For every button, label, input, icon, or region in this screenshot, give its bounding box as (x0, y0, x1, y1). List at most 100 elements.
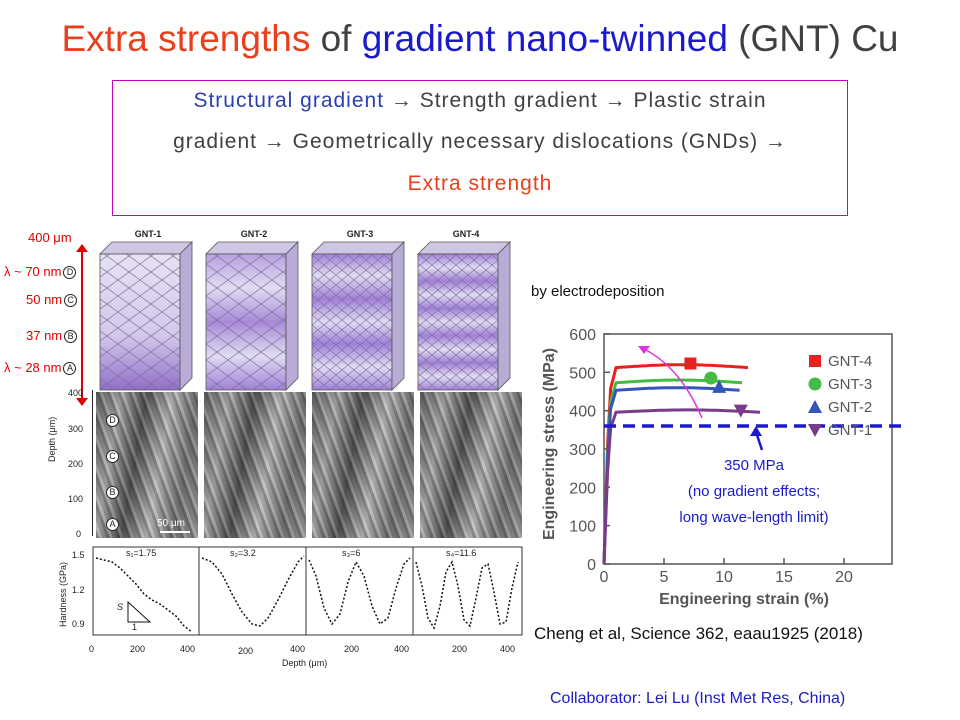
legend-marker-gnt-3 (808, 377, 822, 391)
hardness-xtick-p1-400: 400 (180, 644, 196, 654)
title-part-gnt: gradient nano-twinned (361, 18, 728, 59)
depth-tick-100: 100 (68, 494, 84, 504)
depth-tick-0: 0 (76, 529, 82, 539)
y-tick-label-100: 100 (569, 519, 596, 536)
hardness-tick-1-2: 1.2 (72, 585, 85, 595)
column-title-gnt-4: GNT-4 (452, 229, 480, 239)
arrow-up-icon (76, 244, 88, 252)
micro-marker-d: D (104, 412, 119, 430)
block-gnt-2 (205, 241, 299, 391)
structure-schematics (99, 241, 511, 391)
structural-gradient-text: Structural gradient (193, 89, 385, 112)
slope-triangle (127, 600, 152, 623)
hardness-xtick-p2-400: 400 (290, 644, 306, 654)
method-text: by electrodeposition (531, 283, 665, 300)
hardness-axis-label: Hardness (GPa) (58, 561, 68, 627)
depth-tick-400: 400 (68, 388, 84, 398)
chart-y-axis-label: Engineering stress (MPa) (541, 348, 558, 540)
hardness-curve-1 (95, 557, 193, 633)
title-part-extra-strengths: Extra strengths (61, 18, 311, 59)
legend-label-gnt-4: GNT-4 (828, 353, 872, 370)
hardness-curve-2 (201, 555, 305, 627)
curve-gnt-4 (602, 363, 749, 565)
hardness-xtick-p3-400: 400 (394, 644, 410, 654)
marker-gnt-4 (684, 357, 697, 370)
concept-line-1: Structural gradient → Strength gradient … (113, 89, 847, 113)
y-tick-label-0: 0 (587, 557, 596, 574)
hardness-panel-3 (305, 546, 414, 636)
micrograph-gnt-3 (312, 392, 414, 538)
depth-tick-200: 200 (68, 459, 84, 469)
y-tick-label-200: 200 (569, 480, 596, 497)
column-title-gnt-1: GNT-1 (134, 229, 162, 239)
layer-label-c: 50 nm C (26, 292, 78, 308)
annotation-line-2: (no gradient effects; (688, 483, 820, 500)
title-part-cu: (GNT) Cu (727, 18, 899, 59)
collaborator-credit: Collaborator: Lei Lu (Inst Met Res, Chin… (550, 690, 846, 707)
x-tick-label-15: 15 (775, 569, 793, 586)
hardness-label-s2: s₂=3.2 (230, 548, 256, 558)
hardness-label-s3: s₃=6 (342, 548, 361, 558)
legend-label-gnt-3: GNT-3 (828, 376, 872, 393)
depth-tick-300: 300 (68, 424, 84, 434)
x-tick-label-0: 0 (600, 569, 609, 586)
block-gnt-3 (311, 241, 405, 391)
slope-label-1: 1 (132, 622, 138, 632)
y-tick-label-400: 400 (569, 404, 596, 421)
hardness-label-s4: s₄=11.6 (446, 548, 477, 558)
concept-line-2: gradient → Geometrically necessary dislo… (173, 130, 787, 153)
annotation-arrow-head-icon (750, 426, 762, 436)
hardness-xtick-p1-200: 200 (130, 644, 146, 654)
micro-marker-a: A (104, 516, 119, 534)
concept-line-3: Extra strength (407, 172, 553, 195)
trend-arrow-head-icon (638, 346, 650, 354)
concept-box: Structural gradient → Strength gradient … (112, 80, 848, 216)
depth-axis-line (92, 390, 93, 536)
hardness-xtick-p3-200: 200 (344, 644, 360, 654)
curve-gnt-2 (602, 386, 740, 565)
title-part-of: of (310, 18, 362, 59)
hardness-plots (92, 546, 523, 636)
layer-label-d: λ ~ 70 nm D (4, 264, 77, 280)
block-gnt-1 (99, 241, 193, 391)
hardness-curve-3 (308, 557, 411, 626)
y-tick-label-600: 600 (569, 327, 596, 344)
legend-marker-gnt-4 (809, 355, 821, 367)
hardness-label-s1: s₁=1.75 (126, 548, 157, 558)
x-tick-label-5: 5 (660, 569, 669, 586)
thickness-arrow (81, 250, 83, 400)
column-title-gnt-2: GNT-2 (240, 229, 268, 239)
hardness-xtick-p1-0: 0 (89, 644, 95, 654)
legend-marker-gnt-1 (808, 424, 822, 437)
chart-x-axis-label: Engineering strain (%) (659, 591, 829, 608)
hardness-xtick-p4-400: 400 (500, 644, 516, 654)
stress-strain-chart: 0 100 200 300 400 500 600 0 5 10 15 20 GNT-4 GNT-3 GN… (541, 327, 904, 608)
slide-title: Extra strengths of gradient nano-twinned… (0, 18, 960, 60)
layer-label-a: λ ~ 28 nm A (4, 360, 77, 376)
marker-gnt-3 (704, 371, 718, 385)
hardness-panel-2 (198, 546, 307, 636)
hardness-xtick-p2-200: 200 (238, 646, 254, 656)
citation: Cheng et al, Science 362, eaau1925 (2018… (534, 624, 863, 643)
micrograph-gnt-2 (204, 392, 306, 538)
hardness-tick-1-5: 1.5 (72, 550, 85, 560)
trend-arrow (641, 347, 703, 419)
x-tick-label-10: 10 (715, 569, 733, 586)
hardness-xtick-p4-200: 200 (452, 644, 468, 654)
y-tick-label-500: 500 (569, 365, 596, 382)
layer-label-b: 37 nm B (26, 328, 78, 344)
column-title-gnt-3: GNT-3 (346, 229, 374, 239)
depth-x-axis-label: Depth (μm) (282, 658, 328, 668)
micro-marker-b: B (104, 484, 119, 502)
curve-gnt-3 (602, 378, 743, 565)
scale-bar-label: 50 μm (157, 518, 185, 529)
strength-gradient-text: → Strength gradient → Plastic strain (384, 89, 767, 112)
x-tick-label-20: 20 (835, 569, 853, 586)
micrograph-gnt-4 (420, 392, 522, 538)
thickness-label: 400 μm (28, 230, 72, 245)
annotation-line-1: 350 MPa (724, 457, 785, 474)
hardness-tick-0-9: 0.9 (72, 619, 85, 629)
hardness-panel-4 (412, 546, 523, 636)
legend-label-gnt-2: GNT-2 (828, 399, 872, 416)
left-figure: 400 μm λ ~ 70 nm D 50 nm C 37 nm B λ ~ 28 n… (0, 220, 530, 680)
